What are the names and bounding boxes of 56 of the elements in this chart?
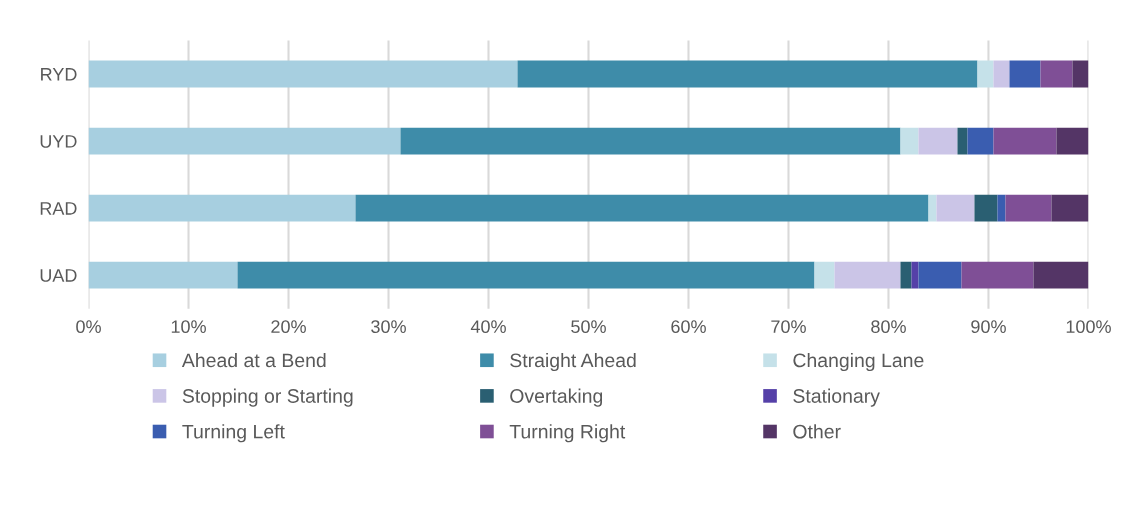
- x-tick-label: 40%: [470, 320, 506, 334]
- bar: [961, 261, 1034, 289]
- bar: [1033, 261, 1089, 289]
- bar: [400, 127, 901, 155]
- x-tick-label: 50%: [571, 320, 606, 334]
- legend-label: Straight Ahead: [510, 352, 636, 372]
- bar: [928, 194, 937, 222]
- legend-label: Stopping or Starting: [182, 388, 353, 407]
- bar: [936, 194, 975, 222]
- bar: [88, 60, 518, 88]
- x-tick-label: 0%: [76, 320, 101, 334]
- legend-label: Stationary: [793, 388, 880, 407]
- bar: [997, 194, 1006, 222]
- y-tick-label: RAD: [40, 202, 77, 215]
- bar: [517, 60, 978, 88]
- bar: [918, 261, 962, 289]
- bar: [967, 127, 994, 155]
- bar: [977, 60, 994, 88]
- bar: [974, 194, 998, 222]
- bar: [814, 261, 835, 289]
- legend-label: Other: [793, 424, 841, 439]
- bar: [1009, 60, 1041, 88]
- legend-label: Turning Left: [182, 424, 285, 443]
- bar: [957, 127, 968, 155]
- bar: [911, 261, 919, 289]
- y-tick-label: UAD: [40, 269, 77, 282]
- bar: [1005, 194, 1052, 222]
- bar: [88, 194, 356, 222]
- legend-label: Overtaking: [510, 388, 603, 407]
- bar: [1072, 60, 1089, 88]
- legend-label: Turning Right: [509, 424, 626, 443]
- y-tick-label: UYD: [40, 135, 77, 148]
- bar: [1040, 60, 1073, 88]
- bar: [88, 127, 401, 155]
- bar: [993, 60, 1010, 88]
- x-tick-label: 60%: [671, 320, 706, 334]
- legend-label: Changing Lane: [793, 352, 924, 372]
- bar: [993, 127, 1057, 155]
- x-tick-label: 70%: [771, 320, 806, 334]
- bar: [237, 261, 815, 289]
- bar: [900, 127, 919, 155]
- x-tick-label: 20%: [271, 320, 306, 334]
- bar: [900, 261, 912, 289]
- x-tick-label: 10%: [171, 320, 206, 334]
- x-tick-label: 30%: [371, 320, 406, 334]
- bar: [918, 127, 958, 155]
- x-tick-label: 90%: [971, 320, 1006, 334]
- bar: [1051, 194, 1089, 222]
- bar: [355, 194, 929, 222]
- legend-label: Ahead at a Bend: [181, 352, 326, 368]
- bar: [1056, 127, 1089, 155]
- x-tick-label: 100%: [1066, 320, 1111, 334]
- bar: [88, 261, 238, 289]
- x-tick-label: 80%: [871, 320, 906, 334]
- bar: [834, 261, 901, 289]
- y-tick-label: RYD: [41, 68, 77, 81]
